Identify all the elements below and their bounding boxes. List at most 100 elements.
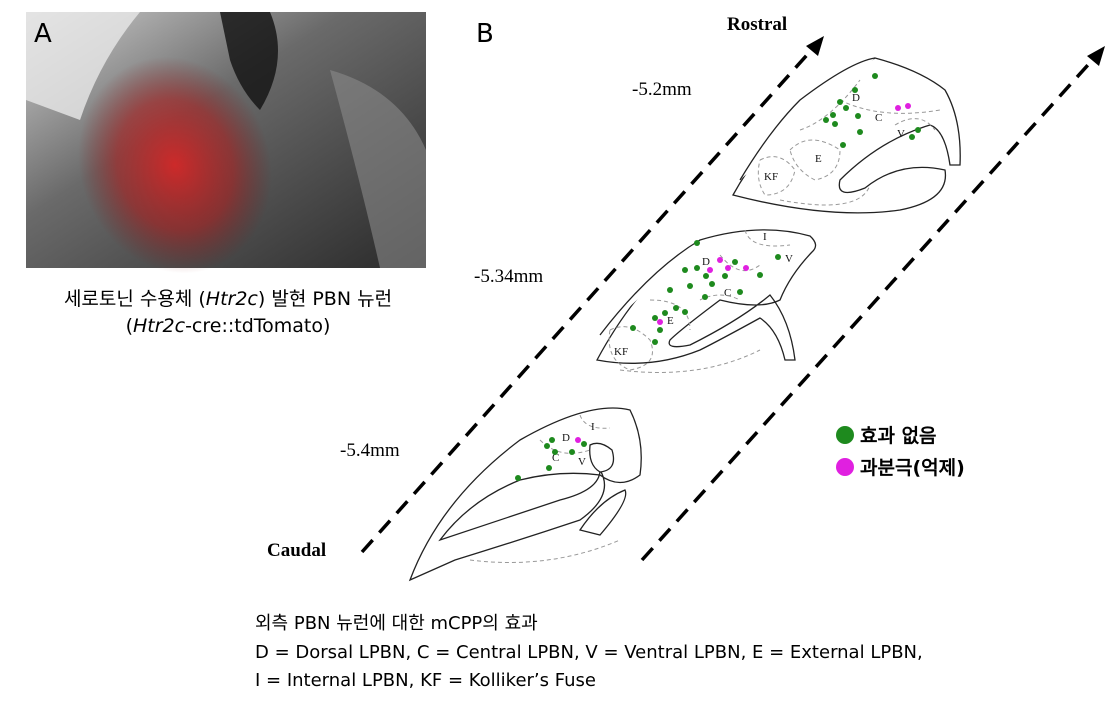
neuron-dot	[832, 121, 838, 127]
region-label: C	[875, 112, 882, 124]
legend: 효과 없음 과분극(억제)	[836, 425, 965, 479]
neuron-dot	[855, 113, 861, 119]
neuron-dot	[552, 449, 558, 455]
caption: I = Internal LPBN, KF = Kolliker’s Fuse	[255, 670, 596, 691]
neuron-dot	[682, 309, 688, 315]
neuron-dot	[687, 283, 693, 289]
micrograph	[26, 12, 426, 274]
neuron-dot	[732, 259, 738, 265]
neuron-dot	[872, 73, 878, 79]
shape	[578, 489, 627, 536]
neuron-dot	[823, 117, 829, 123]
shape	[220, 12, 278, 110]
neuron-dot	[657, 327, 663, 333]
shape	[1087, 46, 1105, 66]
shape	[608, 229, 791, 373]
shape	[739, 57, 876, 181]
neuron-dot	[717, 257, 723, 263]
level-label: -5.4mm	[340, 440, 400, 461]
neuron-dot	[702, 294, 708, 300]
neuron-dots	[823, 73, 921, 148]
neuron-dot	[852, 87, 858, 93]
neuron-dot	[725, 265, 731, 271]
shape	[330, 70, 426, 268]
neuron-dot	[830, 112, 836, 118]
region-label: D	[702, 256, 710, 268]
caption: (Htr2c-cre::tdTomato)	[126, 315, 331, 337]
axis-arrows	[360, 36, 1105, 562]
neuron-dot	[652, 339, 658, 345]
direction-label: Rostral	[727, 14, 787, 35]
neuron-dot	[515, 475, 521, 481]
region-label: C	[724, 287, 731, 299]
shape	[599, 239, 701, 336]
neuron-dot	[694, 240, 700, 246]
region-label: V	[578, 456, 586, 468]
region-label: E	[667, 315, 674, 327]
caption-part: (	[126, 315, 133, 337]
neuron-dot	[905, 103, 911, 109]
neuron-dot	[657, 319, 663, 325]
shape	[78, 56, 272, 274]
neuron-dots	[630, 240, 781, 345]
region-label: V	[897, 128, 905, 140]
region-label: I	[763, 231, 767, 243]
neuron-dot	[843, 105, 849, 111]
shape	[589, 442, 615, 473]
neuron-dot	[775, 254, 781, 260]
level-label: -5.34mm	[474, 266, 543, 287]
caption: 외측 PBN 뉴런에 대한 mCPP의 효과	[255, 613, 538, 634]
legend-swatch	[836, 426, 854, 444]
neuron-dot	[840, 142, 846, 148]
region-label: I	[591, 421, 595, 433]
shape	[360, 44, 817, 554]
neuron-dot	[895, 105, 901, 111]
region-label: E	[815, 153, 822, 165]
section: I D V C E KF	[596, 229, 817, 373]
neuron-dot	[722, 273, 728, 279]
neuron-dot	[707, 267, 713, 273]
caption-part: 세로토닌 수용체 (	[64, 288, 206, 310]
caption-part: -cre::tdTomato)	[185, 315, 330, 337]
shape	[408, 407, 642, 582]
neuron-dot	[569, 449, 575, 455]
neuron-dot	[694, 265, 700, 271]
region-label: C	[552, 452, 559, 464]
neuron-dot	[549, 437, 555, 443]
neuron-dot	[544, 443, 550, 449]
region-label: KF	[614, 346, 628, 358]
neuron-dot	[915, 127, 921, 133]
neuron-dot	[857, 129, 863, 135]
shape	[806, 36, 824, 56]
region-label: V	[785, 253, 793, 265]
neuron-dots	[515, 437, 587, 481]
neuron-dot	[581, 441, 587, 447]
caption-part: ) 발현 PBN 뉴런	[258, 288, 392, 310]
shape	[26, 12, 140, 120]
section: D I C V	[408, 407, 642, 582]
neuron-dot	[757, 272, 763, 278]
neuron-dot	[575, 437, 581, 443]
neuron-dot	[667, 287, 673, 293]
region-label: D	[562, 432, 570, 444]
shape	[640, 54, 1098, 562]
neuron-dot	[673, 305, 679, 311]
shape	[469, 414, 621, 563]
panel-label: A	[34, 19, 52, 49]
neuron-dot	[909, 134, 915, 140]
neuron-dot	[837, 99, 843, 105]
neuron-dot	[546, 465, 552, 471]
caption-part: Htr2c	[206, 288, 259, 310]
caption-part: Htr2c	[133, 315, 186, 337]
caption: 세로토닌 수용체 (Htr2c) 발현 PBN 뉴런	[64, 288, 392, 310]
region-label: D	[852, 92, 860, 104]
region-label: KF	[764, 171, 778, 183]
neuron-dot	[652, 315, 658, 321]
section: D C V E KF	[732, 57, 961, 214]
neuron-dot	[737, 289, 743, 295]
caption: D = Dorsal LPBN, C = Central LPBN, V = V…	[255, 642, 923, 663]
neuron-dot	[709, 281, 715, 287]
neuron-dot	[743, 265, 749, 271]
neuron-dot	[662, 310, 668, 316]
